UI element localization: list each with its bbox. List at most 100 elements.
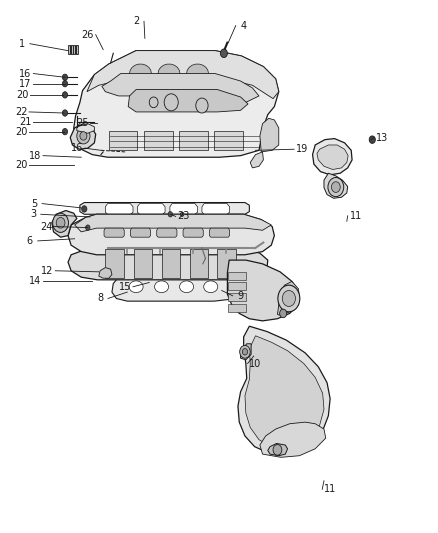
- Polygon shape: [323, 173, 347, 198]
- Text: 11: 11: [349, 211, 361, 221]
- Text: 2: 2: [133, 17, 139, 26]
- Polygon shape: [77, 124, 94, 133]
- Polygon shape: [102, 74, 258, 102]
- Text: 15: 15: [119, 282, 131, 292]
- Text: 17: 17: [19, 79, 32, 88]
- Polygon shape: [228, 282, 245, 290]
- Circle shape: [81, 206, 87, 212]
- Polygon shape: [244, 336, 323, 449]
- Circle shape: [242, 349, 247, 355]
- Circle shape: [85, 225, 90, 230]
- Circle shape: [149, 97, 158, 108]
- Circle shape: [195, 98, 208, 113]
- Polygon shape: [228, 272, 245, 280]
- Polygon shape: [109, 131, 137, 150]
- Polygon shape: [156, 228, 177, 237]
- Polygon shape: [240, 344, 251, 360]
- Circle shape: [239, 345, 250, 358]
- Text: 3: 3: [30, 209, 36, 219]
- Polygon shape: [237, 326, 329, 454]
- Text: 9: 9: [237, 291, 243, 301]
- Polygon shape: [267, 443, 287, 456]
- Polygon shape: [277, 281, 299, 316]
- Text: 18: 18: [29, 151, 41, 160]
- Polygon shape: [158, 64, 180, 74]
- Text: 1: 1: [19, 39, 25, 49]
- Text: 26: 26: [81, 30, 94, 39]
- Circle shape: [327, 177, 343, 197]
- Circle shape: [62, 110, 67, 116]
- Polygon shape: [259, 118, 278, 152]
- Polygon shape: [87, 51, 278, 99]
- Circle shape: [62, 92, 67, 98]
- Circle shape: [272, 445, 281, 455]
- Polygon shape: [70, 124, 95, 149]
- Circle shape: [164, 94, 178, 111]
- Polygon shape: [259, 422, 325, 457]
- Polygon shape: [52, 211, 77, 237]
- Polygon shape: [214, 131, 242, 150]
- Polygon shape: [250, 152, 263, 168]
- Polygon shape: [99, 268, 112, 278]
- Circle shape: [56, 217, 65, 228]
- Ellipse shape: [129, 281, 143, 293]
- Text: 6: 6: [27, 236, 33, 246]
- Polygon shape: [161, 249, 180, 278]
- Text: 20: 20: [16, 90, 28, 100]
- Polygon shape: [105, 249, 124, 278]
- Text: 24: 24: [40, 222, 52, 231]
- Circle shape: [180, 212, 184, 216]
- Ellipse shape: [179, 281, 193, 293]
- Circle shape: [77, 128, 90, 144]
- Circle shape: [53, 213, 68, 232]
- Polygon shape: [170, 204, 197, 214]
- Polygon shape: [201, 204, 229, 214]
- Circle shape: [62, 74, 67, 80]
- Circle shape: [80, 132, 87, 140]
- Polygon shape: [316, 145, 347, 169]
- Text: 11: 11: [323, 484, 336, 494]
- Circle shape: [331, 182, 339, 192]
- Polygon shape: [128, 90, 247, 112]
- Polygon shape: [183, 228, 203, 237]
- Text: 16: 16: [71, 143, 83, 153]
- Text: 13: 13: [375, 133, 387, 142]
- Text: 19: 19: [295, 144, 307, 154]
- Ellipse shape: [154, 281, 168, 293]
- Polygon shape: [228, 293, 245, 301]
- Circle shape: [368, 136, 374, 143]
- Polygon shape: [228, 304, 245, 312]
- Circle shape: [279, 309, 286, 318]
- Polygon shape: [209, 228, 229, 237]
- Polygon shape: [130, 228, 150, 237]
- Polygon shape: [186, 64, 208, 74]
- Polygon shape: [134, 249, 152, 278]
- Circle shape: [220, 49, 227, 58]
- Text: 12: 12: [41, 266, 53, 276]
- Circle shape: [277, 285, 299, 312]
- Polygon shape: [68, 248, 267, 280]
- Polygon shape: [137, 204, 165, 214]
- Text: 20: 20: [15, 160, 27, 170]
- Polygon shape: [217, 249, 235, 278]
- Circle shape: [62, 80, 67, 87]
- Ellipse shape: [203, 281, 217, 293]
- Polygon shape: [112, 273, 244, 301]
- Text: 20: 20: [15, 127, 27, 136]
- Text: 22: 22: [15, 107, 27, 117]
- Circle shape: [62, 128, 67, 135]
- FancyBboxPatch shape: [67, 45, 78, 54]
- Polygon shape: [312, 139, 351, 175]
- Polygon shape: [74, 214, 271, 232]
- Text: 16: 16: [19, 69, 32, 78]
- Polygon shape: [105, 204, 133, 214]
- Text: 21: 21: [19, 117, 32, 126]
- Text: 4: 4: [240, 21, 246, 30]
- Text: 10: 10: [249, 359, 261, 368]
- Polygon shape: [227, 260, 298, 321]
- Polygon shape: [129, 64, 151, 74]
- Polygon shape: [68, 214, 274, 255]
- Polygon shape: [104, 228, 124, 237]
- Polygon shape: [189, 249, 208, 278]
- Text: 25: 25: [76, 118, 88, 127]
